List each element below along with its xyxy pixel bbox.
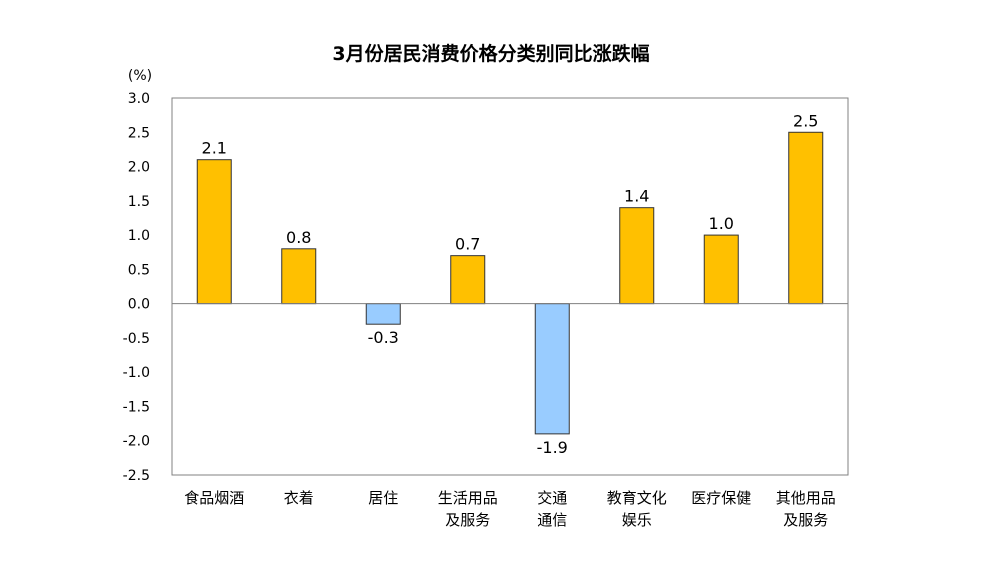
y-tick-label: 1.5 xyxy=(128,194,150,210)
bar xyxy=(619,207,655,305)
x-tick-label: 食品烟酒 xyxy=(184,489,244,507)
x-tick-label: 娱乐 xyxy=(622,511,652,529)
x-tick-label: 居住 xyxy=(368,489,398,507)
data-label: 2.1 xyxy=(202,139,227,158)
y-tick-label: -1.0 xyxy=(123,365,150,381)
y-tick-label: -1.5 xyxy=(123,399,150,415)
value-labels: 2.1 0.8 -0.3 0.7 -1.9 1.4 1.0 2.5 xyxy=(202,111,819,457)
bar xyxy=(365,303,401,325)
y-tick-label: 0.0 xyxy=(128,297,150,313)
chart-title: 3月份居民消费价格分类别同比涨跌幅 xyxy=(332,42,649,65)
y-tick-label: -2.5 xyxy=(123,468,150,484)
bar xyxy=(703,234,739,305)
x-tick-label: 及服务 xyxy=(783,511,828,529)
y-tick-label: 2.5 xyxy=(128,125,150,141)
data-label: -0.3 xyxy=(368,328,399,347)
bar xyxy=(450,255,486,305)
x-tick-label: 交通 xyxy=(537,489,567,507)
plot-area xyxy=(171,97,849,476)
y-tick-label: 1.0 xyxy=(128,228,150,244)
y-tick-label: 3.0 xyxy=(128,91,150,107)
data-label: 1.0 xyxy=(709,214,734,233)
data-label: 2.5 xyxy=(793,111,818,130)
x-tick-label: 教育文化 xyxy=(607,489,667,507)
bars xyxy=(196,131,824,435)
x-tick-label: 其他用品 xyxy=(776,489,836,507)
x-tick-label: 衣着 xyxy=(284,489,314,507)
y-axis-ticks: 3.0 2.5 2.0 1.5 1.0 0.5 0.0 -0.5 -1.0 -1.5 -2.0 -2.… xyxy=(123,91,150,484)
x-tick-label: 通信 xyxy=(537,511,567,529)
bar xyxy=(534,303,570,435)
data-label: 0.8 xyxy=(286,228,311,247)
data-label: 0.7 xyxy=(455,235,480,254)
x-tick-label: 医疗保健 xyxy=(691,489,751,507)
bar xyxy=(196,159,232,305)
y-axis-unit-label: (%) xyxy=(128,68,152,84)
y-tick-label: 0.5 xyxy=(128,262,150,278)
y-tick-label: -0.5 xyxy=(123,331,150,347)
y-tick-label: -2.0 xyxy=(123,434,150,450)
bar xyxy=(281,248,317,305)
x-tick-label: 生活用品 xyxy=(438,489,498,507)
y-tick-label: 2.0 xyxy=(128,160,150,176)
data-label: 1.4 xyxy=(624,187,649,206)
bar xyxy=(788,131,824,305)
x-tick-label: 及服务 xyxy=(445,511,490,529)
data-label: -1.9 xyxy=(537,438,568,457)
